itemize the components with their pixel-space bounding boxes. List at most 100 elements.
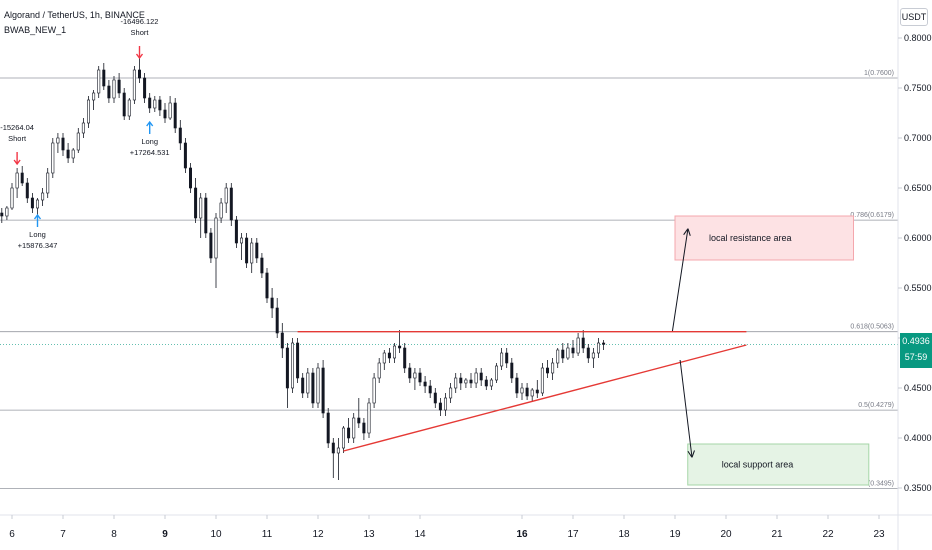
candle-body — [66, 149, 70, 159]
candle — [586, 344, 590, 363]
candle-body — [20, 172, 24, 184]
candle-body — [240, 237, 244, 244]
candle — [454, 373, 458, 393]
signal-type: Long — [141, 137, 158, 146]
candle-body — [132, 69, 136, 101]
x-tick-label: 17 — [567, 529, 579, 540]
y-tick-label: 0.6500 — [904, 183, 932, 193]
candle-body — [494, 365, 498, 381]
candle — [112, 76, 116, 103]
candle-body — [372, 377, 376, 404]
down-arrow — [679, 359, 692, 456]
candle — [15, 168, 19, 198]
candle-body — [449, 387, 453, 399]
x-tick-label: 21 — [771, 529, 783, 540]
candle-body — [245, 237, 249, 264]
candle-body — [423, 381, 427, 387]
candle-body — [392, 345, 396, 359]
x-tick-label: 9 — [162, 529, 168, 540]
candle-body — [367, 402, 371, 434]
currency-button[interactable]: USDT — [900, 8, 928, 26]
short-arrowhead-icon — [13, 159, 21, 166]
candle — [240, 233, 244, 260]
candle — [122, 88, 126, 120]
candle-body — [347, 427, 351, 439]
candle-body — [525, 387, 529, 397]
candle-body — [270, 297, 274, 309]
candle — [260, 253, 264, 278]
candle — [275, 298, 279, 338]
candle-body — [285, 347, 289, 389]
candle-body — [489, 379, 493, 387]
x-tick-label: 19 — [669, 529, 681, 540]
candle — [484, 376, 488, 390]
candle — [571, 340, 575, 358]
candle — [219, 198, 223, 223]
candle-body — [46, 172, 50, 194]
candle — [61, 133, 65, 156]
signal-value: -16496.122 — [121, 17, 159, 26]
candle — [347, 418, 351, 443]
candle — [500, 348, 504, 370]
candle-body — [25, 182, 29, 199]
candle — [30, 193, 34, 213]
candle — [479, 368, 483, 386]
candle-body — [183, 142, 187, 169]
candle-body — [362, 422, 366, 434]
x-tick-label: 11 — [262, 529, 273, 540]
candle — [459, 373, 463, 390]
candle — [433, 388, 437, 408]
candle — [510, 358, 514, 383]
resistance-zone-label: local resistance area — [709, 233, 792, 243]
x-tick-label: 12 — [312, 529, 324, 540]
candle-body — [326, 412, 330, 444]
candle-body — [194, 187, 198, 219]
candle-body — [301, 377, 305, 394]
candle-body — [41, 192, 45, 201]
candle-body — [581, 337, 585, 349]
candle — [326, 408, 330, 448]
candle — [566, 343, 570, 360]
candle — [545, 360, 549, 378]
candle — [127, 98, 131, 120]
candle-body — [403, 347, 407, 369]
candle-body — [35, 199, 39, 209]
candle — [199, 193, 203, 238]
chart-title: Algorand / TetherUS, 1h, BINANCE — [4, 10, 145, 20]
candle — [535, 380, 539, 398]
candle — [163, 103, 167, 123]
candle-body — [520, 387, 524, 394]
candle — [0, 208, 4, 223]
candle — [377, 358, 381, 383]
candle-body — [87, 99, 91, 124]
candle-body — [561, 349, 565, 359]
x-tick-label: 23 — [873, 529, 885, 540]
candle — [250, 238, 254, 273]
x-tick-label: 14 — [414, 529, 426, 540]
candle-body — [260, 257, 264, 274]
candle — [428, 380, 432, 398]
candle-body — [178, 127, 182, 144]
candle — [469, 373, 473, 388]
candle — [525, 383, 529, 400]
y-tick-label: 0.4500 — [904, 383, 932, 393]
candle-body — [168, 102, 172, 119]
candle-body — [535, 389, 539, 394]
candle — [336, 438, 340, 480]
candle — [214, 213, 218, 288]
candle-body — [219, 202, 223, 219]
x-tick-label: 6 — [9, 529, 15, 540]
candle-body — [51, 142, 55, 174]
candle — [556, 348, 560, 368]
y-tick-label: 0.8000 — [904, 33, 932, 43]
candle — [464, 378, 468, 388]
x-tick-label: 18 — [618, 529, 630, 540]
current-price: 0.4936 — [902, 336, 930, 346]
support-zone — [687, 443, 870, 486]
candle-body — [280, 332, 284, 349]
candle-body — [433, 392, 437, 404]
candle-body — [510, 362, 514, 379]
x-tick-label: 8 — [111, 529, 117, 540]
